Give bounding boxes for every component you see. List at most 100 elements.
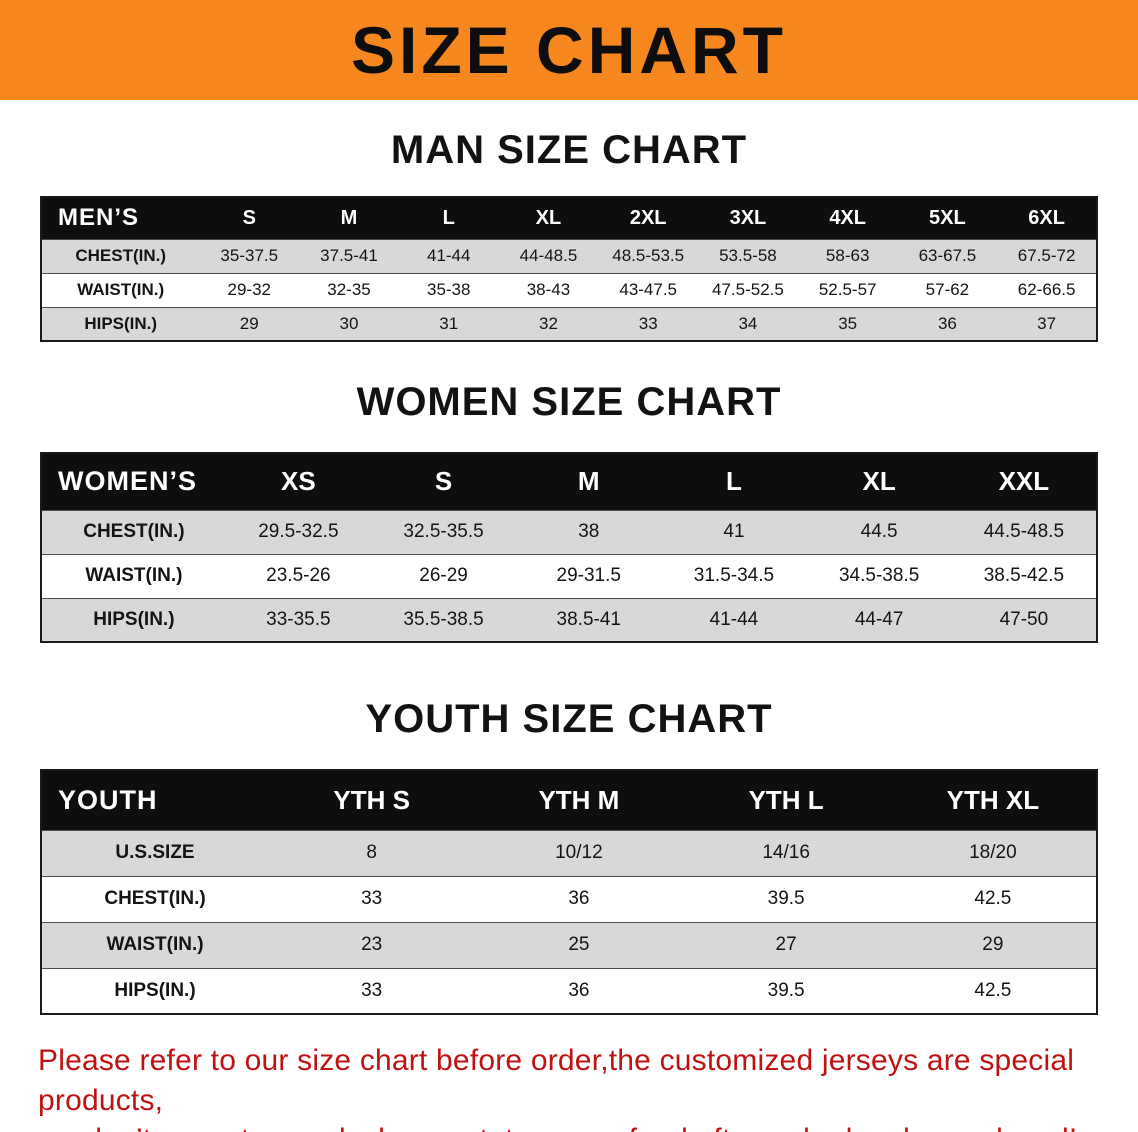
men-table-header: MEN’S S M L XL 2XL 3XL 4XL 5XL 6XL (41, 197, 1097, 239)
header-row: MEN’S S M L XL 2XL 3XL 4XL 5XL 6XL (41, 197, 1097, 239)
size-value-cell: 57-62 (897, 272, 998, 307)
size-value-cell: 29-31.5 (516, 553, 662, 598)
row-label: CHEST(IN.) (41, 875, 269, 922)
size-value-cell: 47-50 (951, 597, 1097, 642)
table-row: HIPS(IN.) 33-35.5 35.5-38.5 38.5-41 41-44 44-… (41, 597, 1097, 642)
row-label: HIPS(IN.) (41, 967, 269, 1014)
size-value-cell: 32.5-35.5 (370, 509, 517, 554)
size-value-cell: 26-29 (370, 553, 517, 598)
column-header: XL (806, 453, 952, 510)
column-header: L (398, 197, 499, 239)
size-value-cell: 62-66.5 (997, 272, 1097, 307)
disclaimer-note: Please refer to our size chart before or… (38, 1041, 1100, 1132)
women-section-heading: WOMEN SIZE CHART (356, 380, 782, 424)
size-value-cell: 41-44 (661, 597, 807, 642)
size-value-cell: 34 (698, 306, 798, 341)
size-value-cell: 27 (682, 921, 890, 968)
table-row: WAIST(IN.) 29-32 32-35 35-38 38-43 43-47.5 47.… (41, 272, 1097, 307)
size-value-cell: 37 (997, 306, 1097, 341)
table-row: HIPS(IN.) 33 36 39.5 42.5 (41, 967, 1097, 1014)
disclaimer-line-2: we don’t accept cancel, change, teturn o… (38, 1120, 1100, 1132)
size-value-cell: 35 (797, 306, 898, 341)
size-value-cell: 23.5-26 (225, 553, 371, 598)
size-value-cell: 37.5-41 (299, 238, 399, 273)
youth-table-header: YOUTH YTH S YTH M YTH L YTH XL (41, 770, 1097, 830)
size-value-cell: 23 (268, 921, 476, 968)
row-label: WAIST(IN.) (41, 553, 226, 598)
table-row: U.S.SIZE 8 10/12 14/16 18/20 (41, 829, 1097, 876)
size-value-cell: 36 (475, 875, 683, 922)
size-value-cell: 33-35.5 (225, 597, 371, 642)
size-value-cell: 34.5-38.5 (806, 553, 952, 598)
size-value-cell: 39.5 (682, 875, 890, 922)
size-value-cell: 29 (889, 921, 1097, 968)
table-corner-label: WOMEN’S (41, 453, 226, 510)
column-header: YTH S (268, 770, 476, 830)
size-value-cell: 31 (398, 306, 499, 341)
column-header: S (199, 197, 300, 239)
size-value-cell: 38.5-42.5 (951, 553, 1097, 598)
row-label: CHEST(IN.) (41, 509, 226, 554)
column-header: L (661, 453, 807, 510)
size-value-cell: 39.5 (682, 967, 890, 1014)
women-table-body: CHEST(IN.) 29.5-32.5 32.5-35.5 38 41 44.5 44.5… (41, 509, 1097, 642)
size-value-cell: 29 (199, 306, 300, 341)
women-size-table: WOMEN’S XS S M L XL XXL CHEST(IN.) 29.5-32.5 32.… (40, 452, 1098, 643)
column-header: YTH L (682, 770, 890, 830)
size-value-cell: 38 (516, 509, 662, 554)
page-title: SIZE CHART (351, 13, 787, 87)
size-value-cell: 29.5-32.5 (225, 509, 371, 554)
column-header: YTH XL (889, 770, 1097, 830)
row-label: WAIST(IN.) (41, 921, 269, 968)
size-value-cell: 31.5-34.5 (661, 553, 807, 598)
size-value-cell: 52.5-57 (797, 272, 898, 307)
column-header: M (516, 453, 662, 510)
column-header: M (299, 197, 399, 239)
size-value-cell: 30 (299, 306, 399, 341)
youth-table-body: U.S.SIZE 8 10/12 14/16 18/20 CHEST(IN.) 33 36 39… (41, 829, 1097, 1014)
column-header: 2XL (598, 197, 699, 239)
size-value-cell: 44-47 (806, 597, 952, 642)
size-value-cell: 35-38 (398, 272, 499, 307)
row-label: CHEST(IN.) (41, 238, 200, 273)
header-row: YOUTH YTH S YTH M YTH L YTH XL (41, 770, 1097, 830)
size-value-cell: 44.5-48.5 (951, 509, 1097, 554)
size-value-cell: 42.5 (889, 875, 1097, 922)
youth-section-heading: YOUTH SIZE CHART (365, 697, 773, 741)
size-value-cell: 25 (475, 921, 683, 968)
size-value-cell: 32-35 (299, 272, 399, 307)
size-value-cell: 10/12 (475, 829, 683, 876)
table-row: CHEST(IN.) 33 36 39.5 42.5 (41, 875, 1097, 922)
size-value-cell: 47.5-52.5 (698, 272, 798, 307)
size-value-cell: 36 (475, 967, 683, 1014)
table-row: CHEST(IN.) 35-37.5 37.5-41 41-44 44-48.5 48.5… (41, 238, 1097, 273)
table-row: HIPS(IN.) 29 30 31 32 33 34 35 36 37 (41, 306, 1097, 341)
table-row: WAIST(IN.) 23 25 27 29 (41, 921, 1097, 968)
row-label: HIPS(IN.) (41, 306, 200, 341)
man-section-heading: MAN SIZE CHART (390, 128, 748, 172)
size-value-cell: 44-48.5 (498, 238, 599, 273)
size-value-cell: 35-37.5 (199, 238, 300, 273)
youth-size-table: YOUTH YTH S YTH M YTH L YTH XL U.S.SIZE 8 10/1… (40, 769, 1098, 1015)
column-header: 6XL (997, 197, 1097, 239)
size-chart-banner: SIZE CHART (0, 0, 1138, 100)
size-value-cell: 48.5-53.5 (598, 238, 699, 273)
size-value-cell: 32 (498, 306, 599, 341)
table-row: CHEST(IN.) 29.5-32.5 32.5-35.5 38 41 44.5 44.5… (41, 509, 1097, 554)
size-value-cell: 42.5 (889, 967, 1097, 1014)
size-value-cell: 41-44 (398, 238, 499, 273)
size-value-cell: 33 (598, 306, 699, 341)
size-value-cell: 38.5-41 (516, 597, 662, 642)
row-label: WAIST(IN.) (41, 272, 200, 307)
size-value-cell: 33 (268, 875, 476, 922)
size-value-cell: 8 (268, 829, 476, 876)
size-value-cell: 14/16 (682, 829, 890, 876)
table-corner-label: MEN’S (41, 197, 200, 239)
row-label: HIPS(IN.) (41, 597, 226, 642)
size-value-cell: 41 (661, 509, 807, 554)
size-value-cell: 33 (268, 967, 476, 1014)
column-header: 3XL (698, 197, 798, 239)
column-header: 4XL (797, 197, 898, 239)
men-size-table: MEN’S S M L XL 2XL 3XL 4XL 5XL 6XL CHEST(IN.) 35-3… (40, 196, 1098, 342)
column-header: S (370, 453, 517, 510)
